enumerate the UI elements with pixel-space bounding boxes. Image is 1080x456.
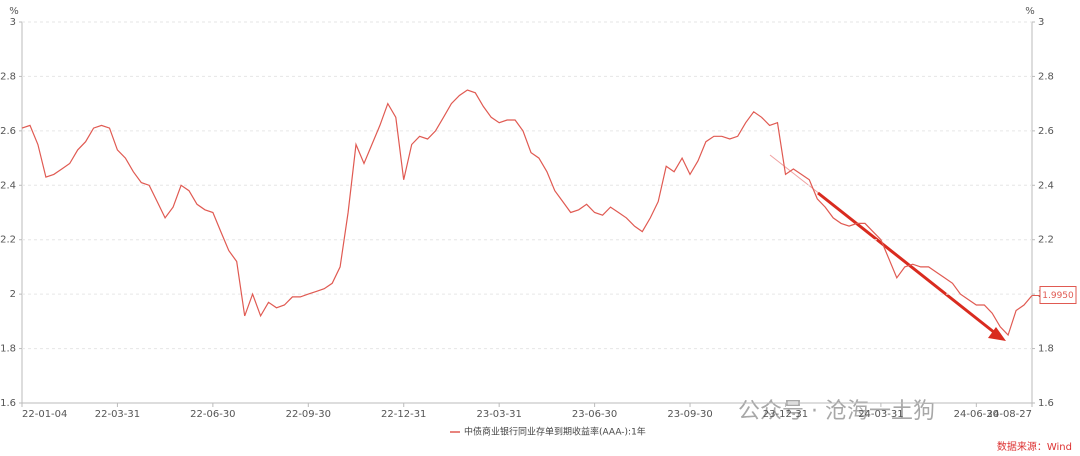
y2-tick-label: 1.6 — [1038, 398, 1054, 409]
y2-tick-label: 2.6 — [1038, 126, 1054, 137]
y-tick-label: 1.6 — [0, 398, 16, 409]
x-tick-label: 23-06-30 — [572, 409, 617, 420]
x-tick-label: 23-03-31 — [476, 409, 521, 420]
line-series — [21, 89, 1033, 337]
y-tick-label: 3 — [10, 17, 16, 28]
arrow-shaft — [817, 191, 996, 335]
y-tick-label: 2.4 — [0, 180, 16, 191]
x-tick-label: 24-08-27 — [987, 409, 1032, 420]
y-tick-label: 2.2 — [0, 235, 16, 246]
value-label: 1.9950 — [1042, 291, 1074, 301]
y-tick-label: 2.8 — [0, 71, 16, 82]
y-tick-label: 1.8 — [0, 344, 16, 355]
y2-tick-label: 2.2 — [1038, 235, 1054, 246]
x-tick-label: 22-09-30 — [286, 409, 331, 420]
arrow-head — [988, 327, 1006, 341]
y-tick-label: 2 — [10, 289, 16, 300]
x-tick-label: 24-06-30 — [954, 409, 999, 420]
y2-unit: % — [1025, 6, 1035, 17]
x-tick-label: 23-12-31 — [763, 409, 808, 420]
x-tick-label: 22-03-31 — [95, 409, 140, 420]
y2-tick-label: 2.4 — [1038, 180, 1054, 191]
legend-label: 中债商业银行同业存单到期收益率(AAA-):1年 — [464, 426, 646, 438]
y2-tick-label: 2.8 — [1038, 71, 1054, 82]
x-tick-label: 22-01-04 — [22, 409, 67, 420]
source: 数据来源：Wind — [997, 440, 1072, 453]
x-tick-label: 22-06-30 — [190, 409, 235, 420]
y2-tick-label: 3 — [1038, 17, 1044, 28]
y-unit: % — [9, 6, 19, 17]
y2-tick-label: 1.8 — [1038, 344, 1054, 355]
x-tick-label: 23-09-30 — [667, 409, 712, 420]
y-tick-label: 2.6 — [0, 126, 16, 137]
x-tick-label: 22-12-31 — [381, 409, 426, 420]
x-tick-label: 24-03-31 — [858, 409, 903, 420]
